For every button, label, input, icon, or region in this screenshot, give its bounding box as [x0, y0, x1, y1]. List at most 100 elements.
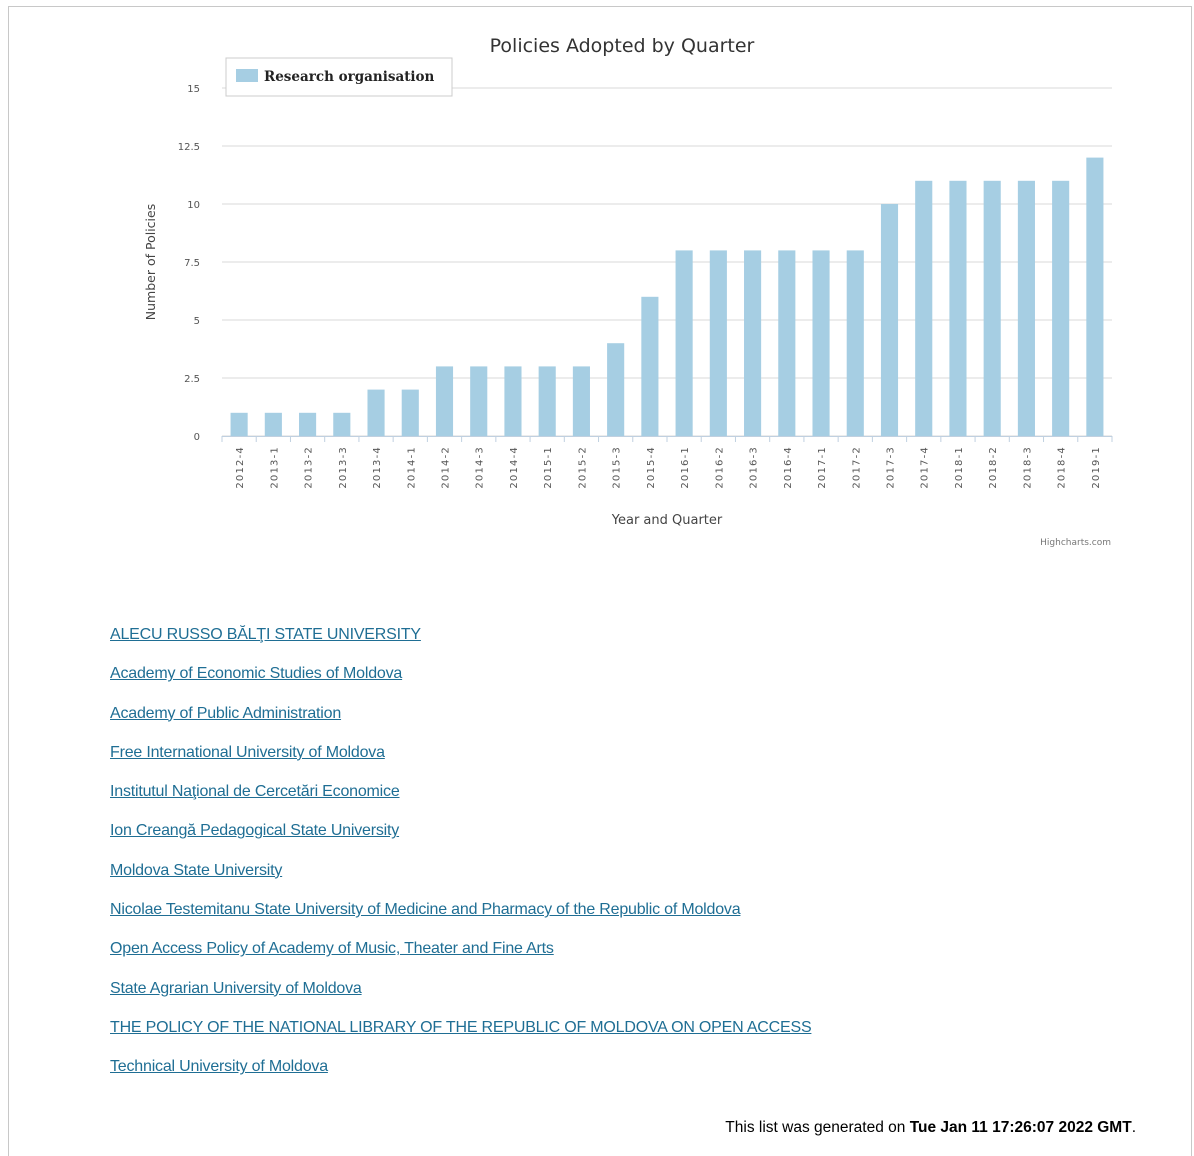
x-tick-label: 2014-4 [509, 446, 520, 489]
x-tick-label: 2018-4 [1057, 446, 1068, 489]
bar [983, 180, 1001, 436]
y-tick-label: 5 [194, 316, 200, 327]
list-item: Academy of Economic Studies of Moldova [110, 663, 811, 702]
x-tick-label: 2013-2 [304, 446, 315, 489]
bar [675, 250, 693, 436]
policy-link[interactable]: THE POLICY OF THE NATIONAL LIBRARY OF TH… [110, 1018, 812, 1036]
bar [367, 389, 385, 436]
bar [572, 366, 590, 436]
policy-link[interactable]: ALECU RUSSO BĂLŢI STATE UNIVERSITY [110, 626, 421, 643]
bar [709, 250, 727, 436]
list-item: Institutul Naţional de Cercetări Economi… [110, 781, 811, 820]
y-axis-ticks: 0 2.5 5 7.5 10 12.5 15 [178, 84, 200, 443]
x-tick-label: 2019-1 [1091, 446, 1102, 489]
x-tick-label: 2017-2 [851, 446, 862, 489]
y-tick-label: 10 [187, 200, 200, 211]
bar [470, 366, 488, 436]
y-tick-label: 2.5 [184, 374, 200, 385]
bar [607, 343, 625, 436]
bar-series [230, 157, 1104, 436]
bar [880, 204, 899, 436]
bar [846, 250, 864, 436]
x-tick-label: 2014-3 [475, 446, 486, 489]
x-tick-label: 2016-4 [783, 446, 794, 489]
x-tick-label: 2017-1 [817, 446, 828, 489]
bar [401, 389, 419, 436]
bar [1017, 180, 1035, 436]
x-tick-label: 2015-1 [543, 446, 554, 489]
x-tick-label: 2016-3 [749, 446, 760, 489]
policy-link[interactable]: Technical University of Moldova [110, 1058, 328, 1076]
x-tick-label: 2014-2 [441, 446, 452, 489]
generated-note: This list was generated on Tue Jan 11 17… [725, 1119, 1136, 1137]
y-axis-label: Number of Policies [143, 204, 158, 320]
bar [538, 366, 556, 436]
bar [1086, 157, 1104, 436]
policy-link[interactable]: Nicolae Testemitanu State University of … [110, 901, 741, 919]
y-tick-label: 7.5 [184, 258, 200, 269]
policy-link[interactable]: Academy of Economic Studies of Moldova [110, 665, 403, 683]
list-item: Open Access Policy of Academy of Music, … [110, 938, 811, 977]
bar [949, 180, 967, 436]
policy-link[interactable]: Ion Creangă Pedagogical State University [110, 822, 400, 840]
x-tick-label: 2014-1 [406, 446, 417, 489]
bar [435, 366, 454, 436]
bar [778, 250, 796, 436]
y-tick-label: 0 [194, 432, 200, 443]
legend-label[interactable]: Research organisation [264, 69, 435, 85]
bar [333, 412, 351, 436]
y-tick-label: 12.5 [178, 142, 200, 153]
legend-swatch [236, 69, 258, 82]
bar [744, 250, 762, 436]
x-tick-label: 2012-4 [235, 446, 246, 489]
generated-date: Tue Jan 11 17:26:07 2022 GMT [909, 1119, 1132, 1136]
x-tick-label: 2015-4 [646, 446, 657, 489]
chart-credits[interactable]: Highcharts.com [1040, 538, 1111, 548]
x-tick-label: 2018-3 [1022, 446, 1033, 489]
legend-box [225, 57, 453, 97]
x-tick-label: 2016-1 [680, 446, 691, 489]
list-item: Moldova State University [110, 860, 811, 899]
x-axis-label: Year and Quarter [611, 513, 723, 528]
policy-link[interactable]: Free International University of Moldova [110, 743, 385, 761]
policy-link[interactable]: Academy of Public Administration [110, 704, 342, 722]
list-item: Academy of Public Administration [110, 703, 811, 742]
policies-chart: Policies Adopted by Quarter 0 2.5 5 7.5 10 12… [143, 35, 1113, 548]
y-tick-label: 15 [187, 84, 200, 95]
bar [641, 296, 659, 436]
list-item: Free International University of Moldova [110, 742, 811, 781]
list-item: Ion Creangă Pedagogical State University [110, 820, 811, 859]
generated-suffix: . [1131, 1119, 1136, 1136]
policy-link[interactable]: State Agrarian University of Moldova [110, 979, 362, 997]
policy-link[interactable]: Open Access Policy of Academy of Music, … [110, 940, 554, 958]
x-tick-label: 2016-2 [714, 446, 725, 489]
x-tick-label: 2013-4 [372, 446, 383, 489]
bar [504, 366, 522, 436]
bar [264, 412, 282, 436]
generated-prefix: This list was generated on [725, 1119, 906, 1136]
list-item: Nicolae Testemitanu State University of … [110, 899, 811, 938]
policy-link-list: ALECU RUSSO BĂLŢI STATE UNIVERSITY Acade… [110, 624, 812, 1096]
page-frame [8, 6, 1192, 1156]
chart-legend[interactable]: Research organisation [225, 57, 453, 97]
x-tick-label: 2013-3 [338, 446, 349, 489]
x-tick-label: 2015-2 [577, 446, 588, 489]
policy-link[interactable]: Institutul Naţional de Cercetări Economi… [110, 783, 400, 801]
bar [299, 412, 317, 436]
x-tick-label: 2015-3 [612, 446, 623, 489]
x-tick-label: 2018-2 [988, 446, 999, 489]
bar [1052, 180, 1070, 436]
bar [812, 250, 830, 436]
x-tick-label: 2017-4 [920, 446, 931, 489]
x-tick-label: 2018-1 [954, 446, 965, 489]
list-item: Technical University of Moldova [110, 1056, 811, 1095]
chart-title: Policies Adopted by Quarter [490, 35, 755, 57]
policy-link[interactable]: Moldova State University [110, 861, 283, 879]
x-tick-label: 2017-3 [886, 446, 897, 489]
x-axis-ticks: 2012-4 2013-1 2013-2 2013-3 2013-4 2014-1 2014… [221, 436, 1113, 489]
chart-gridlines [222, 87, 1112, 437]
x-tick-label: 2013-1 [269, 446, 280, 489]
list-item: ALECU RUSSO BĂLŢI STATE UNIVERSITY [110, 624, 811, 663]
bar [915, 180, 933, 436]
list-item: State Agrarian University of Moldova [110, 978, 811, 1017]
